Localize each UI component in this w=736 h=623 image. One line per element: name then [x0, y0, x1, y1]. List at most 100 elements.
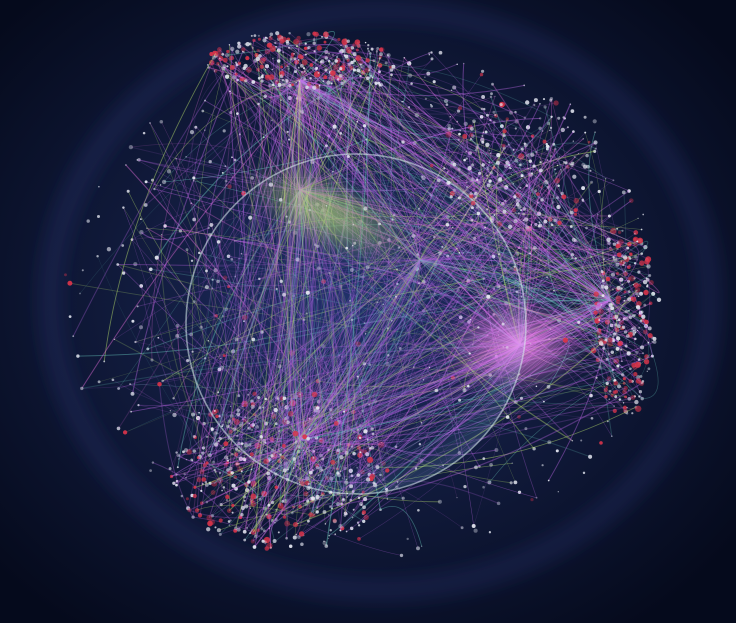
node-white	[218, 436, 222, 440]
node-red	[628, 379, 633, 384]
node-white	[487, 480, 492, 485]
node-white	[476, 178, 479, 181]
node-white	[263, 94, 267, 99]
node-white	[517, 204, 522, 209]
node-white	[496, 501, 501, 506]
node-white	[420, 422, 423, 424]
node-white	[271, 68, 274, 71]
node-white	[262, 506, 267, 511]
node-white	[480, 107, 484, 111]
node-white	[283, 499, 288, 504]
node-red	[234, 452, 239, 457]
node-white	[189, 129, 195, 135]
node-white	[245, 526, 249, 530]
link-line	[352, 47, 433, 68]
link-line	[299, 79, 624, 266]
node-red	[379, 46, 385, 53]
link-line	[299, 79, 648, 260]
node-red	[617, 341, 622, 347]
node-white	[264, 441, 267, 444]
node-red	[281, 506, 286, 511]
node-white	[175, 479, 179, 483]
node-white	[136, 159, 139, 161]
node-white	[378, 222, 381, 226]
link-line	[131, 239, 200, 480]
node-white	[566, 126, 569, 129]
node-white	[200, 489, 203, 493]
node-white	[571, 237, 576, 242]
node-red	[312, 31, 317, 36]
node-white	[299, 64, 304, 68]
node-white	[253, 534, 258, 539]
node-white	[581, 186, 586, 191]
node-white	[623, 330, 628, 334]
node-red	[216, 477, 223, 484]
node-white	[235, 49, 240, 54]
link-line	[286, 64, 604, 254]
node-white	[629, 257, 632, 260]
node-red	[208, 59, 215, 66]
node-white	[463, 484, 467, 489]
node-white	[636, 259, 638, 261]
link-line	[163, 63, 360, 183]
node-white	[185, 248, 189, 252]
node-white	[489, 188, 492, 190]
node-red	[479, 72, 484, 77]
node-red	[624, 395, 628, 399]
node-white	[627, 309, 630, 312]
link-line	[578, 322, 634, 399]
node-white	[546, 276, 548, 279]
link-line	[470, 139, 573, 256]
node-white	[319, 60, 323, 64]
node-white	[523, 84, 526, 87]
node-white	[569, 103, 572, 105]
node-white	[643, 244, 648, 250]
node-white	[240, 421, 244, 425]
node-white	[340, 44, 342, 47]
node-white	[612, 256, 615, 259]
node-white	[514, 119, 519, 124]
node-white	[352, 68, 357, 72]
node-white	[643, 303, 647, 307]
node-white	[523, 143, 528, 148]
node-white	[357, 524, 361, 527]
node-red	[378, 47, 384, 52]
link-line	[354, 69, 406, 102]
node-white	[420, 175, 424, 178]
link-line	[602, 298, 632, 323]
node-white	[339, 470, 342, 472]
node-white	[443, 98, 449, 104]
node-red	[622, 377, 626, 381]
node-white	[598, 335, 601, 338]
node-white	[288, 84, 292, 88]
node-white	[638, 326, 641, 329]
node-white	[634, 255, 638, 259]
node-white	[598, 190, 601, 193]
node-white	[126, 189, 130, 193]
node-white	[157, 336, 160, 339]
node-white	[610, 272, 616, 277]
node-white	[240, 470, 243, 473]
node-white	[634, 399, 639, 405]
node-white	[294, 440, 298, 444]
node-white	[117, 387, 120, 390]
node-red	[628, 275, 635, 282]
node-white	[555, 172, 557, 175]
node-white	[488, 179, 492, 183]
node-white	[276, 80, 278, 82]
node-white	[331, 507, 333, 510]
link-line	[141, 62, 297, 287]
node-white	[297, 522, 299, 525]
node-red	[309, 63, 314, 67]
link-line	[325, 57, 647, 327]
node-white	[646, 264, 651, 269]
link-line	[270, 37, 547, 183]
node-red	[595, 357, 601, 363]
node-white	[266, 471, 271, 476]
node-red	[282, 515, 287, 519]
node-white	[325, 205, 328, 207]
node-white	[317, 71, 320, 74]
node-white	[368, 52, 372, 55]
node-red	[505, 117, 509, 121]
link-line	[201, 469, 229, 504]
